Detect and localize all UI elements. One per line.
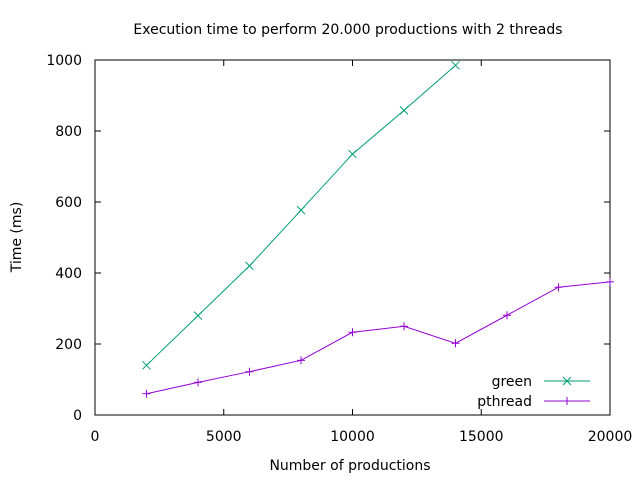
x-tick-label: 0 (91, 429, 100, 445)
legend: green pthread (477, 374, 590, 410)
series-line-pthread (146, 281, 611, 395)
data-point-green (399, 106, 409, 115)
chart-title: Execution time to perform 20.000 product… (133, 22, 562, 38)
data-point-green (348, 149, 357, 159)
data-point-pthread (503, 311, 511, 320)
data-point-pthread (348, 328, 357, 337)
y-tick-label: 1000 (46, 53, 82, 69)
data-point-pthread (245, 367, 254, 376)
axis-ticks: 0 5000 10000 15000 20000 0 200 400 600 800 1000 (46, 53, 632, 445)
legend-label-pthread: pthread (477, 394, 532, 410)
x-tick-label: 20000 (588, 429, 633, 445)
data-point-green (193, 311, 203, 320)
legend-marker-green (562, 376, 572, 386)
data-point-pthread (554, 283, 563, 292)
x-tick-label: 10000 (330, 429, 375, 445)
data-point-green (296, 205, 306, 215)
x-tick-label: 5000 (206, 429, 242, 445)
data-point-pthread (451, 339, 460, 348)
data-point-green (245, 261, 254, 271)
y-axis-label: Time (ms) (9, 202, 25, 274)
y-tick-label: 0 (73, 408, 82, 424)
data-point-green (451, 60, 460, 70)
data-point-pthread (142, 389, 151, 398)
x-axis-label: Number of productions (269, 458, 430, 474)
data-point-pthread (400, 322, 408, 331)
series-layer (142, 60, 614, 398)
series-line-green (146, 64, 456, 366)
y-tick-label: 400 (55, 266, 82, 282)
data-point-pthread (606, 277, 614, 286)
legend-marker-pthread (563, 397, 571, 405)
legend-label-green: green (492, 374, 532, 390)
y-tick-label: 800 (55, 124, 82, 140)
y-tick-label: 600 (55, 195, 82, 211)
data-point-pthread (297, 356, 305, 365)
x-tick-label: 15000 (459, 429, 504, 445)
data-point-pthread (194, 378, 202, 387)
plot-frame (94, 59, 611, 416)
y-tick-label: 200 (55, 337, 82, 353)
data-point-green (142, 360, 151, 370)
